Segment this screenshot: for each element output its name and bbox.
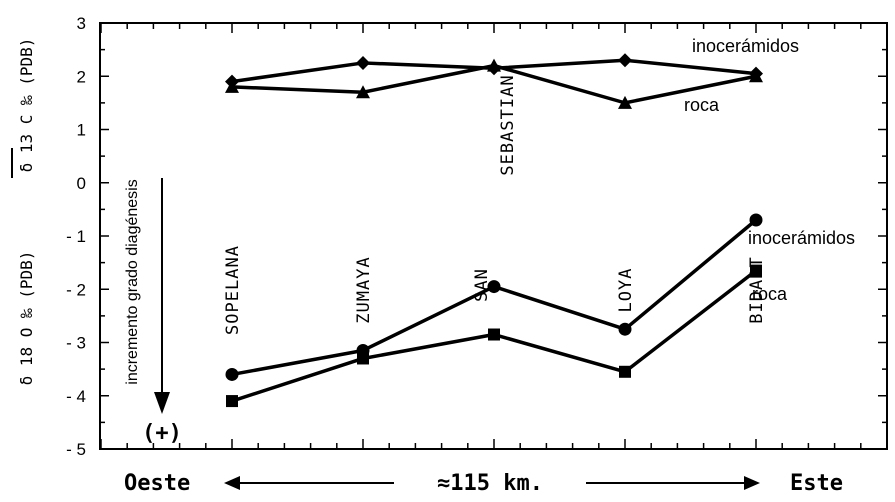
- site-label-group: SOPELANA: [223, 245, 243, 335]
- y-tick-label: 1: [77, 121, 86, 140]
- ylabel-top: δ 13 C ‰ (PDB): [17, 38, 36, 173]
- point-circle: [618, 322, 632, 336]
- diagenesis-sign: (+): [142, 421, 182, 446]
- y-tick-label: - 4: [66, 387, 86, 406]
- site-label-group: ZUMAYA: [354, 256, 374, 323]
- arrow-right-head: [744, 476, 760, 490]
- diagenesis-label: incremento grado diagénesis: [124, 179, 141, 384]
- ylabel-bottom: δ 18 O ‰ (PDB): [17, 251, 36, 386]
- point-triangle: [749, 69, 763, 83]
- series-label: inocerámidos: [692, 36, 799, 56]
- site-label: ZUMAYA: [354, 256, 374, 323]
- point-triangle: [356, 85, 370, 99]
- series-labels: inocerámidos roca inocerámidos roca: [684, 36, 855, 304]
- series-label: roca: [752, 284, 788, 304]
- site-label: LOYA: [616, 268, 636, 313]
- x-right-label: Este: [790, 471, 843, 496]
- y-tick-label: - 3: [66, 334, 86, 353]
- series-label: inocerámidos: [748, 228, 855, 248]
- x-left-label: Oeste: [124, 471, 190, 496]
- diagenesis-label-group: incremento grado diagénesis: [124, 179, 141, 384]
- y-tick-label: - 1: [66, 227, 86, 246]
- y-tick-label: - 2: [66, 280, 86, 299]
- site-label-group: SEBASTIAN: [498, 74, 518, 175]
- series-label: roca: [684, 95, 720, 115]
- x-distance-label: ≈115 km.: [437, 471, 543, 496]
- axis-ticks: [100, 22, 887, 450]
- annotations: δ 13 C ‰ (PDB) δ 18 O ‰ (PDB) incremento g…: [11, 38, 843, 496]
- ylabel-top-group: δ 13 C ‰ (PDB): [17, 38, 36, 173]
- point-square: [750, 264, 762, 277]
- point-diamond: [618, 53, 632, 68]
- point-diamond: [356, 55, 370, 70]
- series-line: [231, 218, 758, 377]
- site-label: SEBASTIAN: [498, 74, 518, 175]
- point-circle: [487, 280, 501, 294]
- point-square: [226, 395, 238, 408]
- y-tick-label: 2: [77, 67, 86, 86]
- point-triangle: [225, 79, 239, 93]
- y-tick-label: 0: [77, 174, 86, 193]
- point-circle: [225, 367, 239, 381]
- point-square: [619, 365, 631, 378]
- site-label-group: LOYA: [616, 268, 636, 313]
- point-circle: [749, 213, 763, 227]
- point-triangle: [487, 58, 501, 72]
- y-tick-label: 3: [77, 14, 86, 33]
- point-square: [488, 328, 500, 341]
- series-lines: [225, 53, 763, 408]
- site-label: SOPELANA: [223, 245, 243, 335]
- y-tick-labels: 3 2 1 0 - 1 - 2 - 3 - 4 - 5: [66, 14, 86, 459]
- arrow-left-head: [224, 476, 240, 490]
- point-square: [357, 352, 369, 365]
- ylabel-bottom-group: δ 18 O ‰ (PDB): [17, 251, 36, 386]
- diagenesis-arrow-head: [154, 392, 170, 414]
- y-tick-label: - 5: [66, 440, 86, 459]
- point-triangle: [618, 95, 632, 109]
